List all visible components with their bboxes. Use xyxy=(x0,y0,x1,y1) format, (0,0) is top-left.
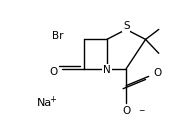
Text: +: + xyxy=(49,95,56,104)
Text: O: O xyxy=(49,67,57,77)
Text: −: − xyxy=(138,106,144,115)
Text: N: N xyxy=(103,65,111,75)
Text: O: O xyxy=(153,68,162,78)
Text: S: S xyxy=(123,21,130,31)
Text: Na: Na xyxy=(37,98,52,108)
Text: Br: Br xyxy=(52,31,63,41)
Text: O: O xyxy=(122,106,130,116)
